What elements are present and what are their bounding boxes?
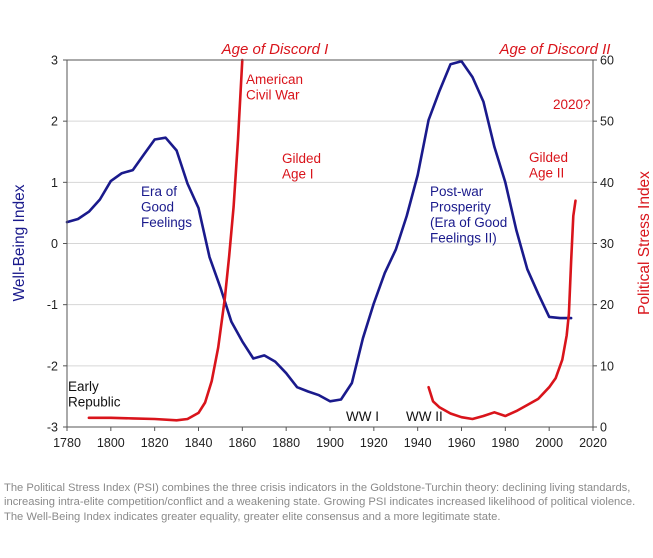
- x-tick-label: 2020: [579, 436, 607, 450]
- x-tick-label: 1900: [316, 436, 344, 450]
- annotation-post-war-prosperity: Post-war Prosperity (Era of Good Feelings I…: [430, 184, 507, 246]
- political-stress-series-line-2: [427, 199, 577, 421]
- y-right-tick-label: 30: [600, 237, 614, 251]
- annotation-era-of-good-feelings: Era of Good Feelings: [141, 184, 192, 230]
- y-left-tick-label: 1: [51, 176, 58, 190]
- x-tick-label: 1980: [491, 436, 519, 450]
- x-tick-label: 1860: [228, 436, 256, 450]
- figure-caption: The Political Stress Index (PSI) combine…: [4, 482, 636, 523]
- annotation-line: Good: [141, 200, 174, 215]
- annotation-2020: 2020?: [553, 97, 591, 112]
- x-tick-label: 1840: [185, 436, 213, 450]
- y-left-tick-label: -3: [47, 421, 58, 435]
- annotation-ww1: WW I: [346, 409, 379, 424]
- well-being-series-line: [65, 59, 573, 403]
- annotation-line: Gilded: [282, 151, 321, 166]
- y-right-tick-label: 60: [600, 54, 614, 68]
- annotation-line: Age II: [529, 166, 564, 181]
- y-left-tick-label: -2: [47, 359, 58, 373]
- x-tick-label: 2000: [535, 436, 563, 450]
- y-left-tick-label: 2: [51, 115, 58, 129]
- annotation-american-civil-war: American Civil War: [246, 72, 303, 103]
- annotation-line: Early: [68, 379, 99, 394]
- x-tick-label: 1960: [448, 436, 476, 450]
- annotation-line: Civil War: [246, 88, 300, 103]
- y-right-tick-label: 10: [600, 359, 614, 373]
- annotation-line: Republic: [68, 395, 121, 410]
- x-tick-label: 1920: [360, 436, 388, 450]
- y-right-tick-label: 20: [600, 298, 614, 312]
- y-axis-left-label: Well-Being Index: [11, 184, 28, 301]
- y-left-tick-label: 3: [51, 54, 58, 68]
- header-age-of-discord-1: Age of Discord I: [221, 41, 329, 58]
- annotation-line: (Era of Good: [430, 215, 507, 230]
- y-left-tick-label: -1: [47, 298, 58, 312]
- annotation-line: Era of: [141, 184, 177, 199]
- annotation-line: American: [246, 72, 303, 87]
- annotation-line: WW I: [346, 409, 379, 424]
- y-right-tick-label: 0: [600, 421, 607, 435]
- y-left-tick-label: 0: [51, 237, 58, 251]
- annotation-line: Age I: [282, 167, 314, 182]
- x-tick-label: 1820: [141, 436, 169, 450]
- header-age-of-discord-2: Age of Discord II: [499, 41, 611, 58]
- annotation-line: WW II: [406, 409, 443, 424]
- annotation-early-republic: Early Republic: [68, 379, 121, 410]
- annotation-line: Prosperity: [430, 200, 491, 215]
- y-right-tick-label: 50: [600, 115, 614, 129]
- y-axis-right-label: Political Stress Index: [636, 171, 653, 315]
- political-stress-series-line-1: [87, 58, 244, 422]
- annotation-line: Gilded: [529, 150, 568, 165]
- x-tick-label: 1780: [53, 436, 81, 450]
- annotation-gilded-age-2: Gilded Age II: [529, 150, 568, 181]
- y-right-tick-label: 40: [600, 176, 614, 190]
- annotation-gilded-age-1: Gilded Age I: [282, 151, 321, 182]
- x-tick-label: 1800: [97, 436, 125, 450]
- annotation-line: Feelings II): [430, 231, 497, 246]
- x-tick-label: 1940: [404, 436, 432, 450]
- x-tick-label: 1880: [272, 436, 300, 450]
- gridlines: [67, 120, 593, 367]
- annotation-line: 2020?: [553, 97, 591, 112]
- series-layer: [65, 58, 577, 422]
- annotation-line: Feelings: [141, 215, 192, 230]
- annotation-ww2: WW II: [406, 409, 443, 424]
- annotation-line: Post-war: [430, 184, 484, 199]
